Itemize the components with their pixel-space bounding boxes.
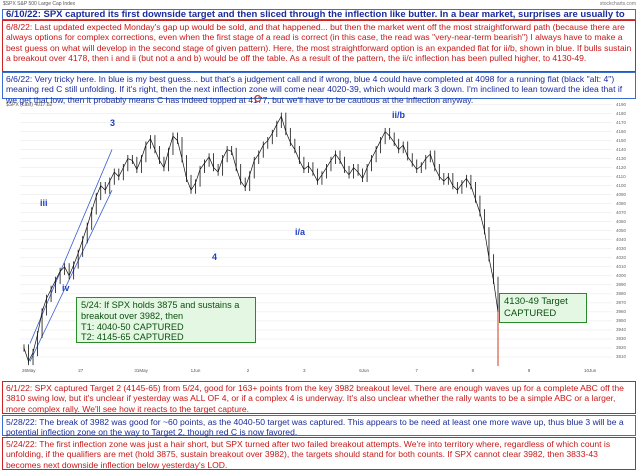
green-box-line1: 5/24: If SPX holds 3875 and sustains a [81,300,240,310]
note-6-8: 6/8/22: Last updated expected Monday's g… [2,20,636,72]
y-tick-label: 3940 [616,326,627,332]
note-6-10: 6/10/22: SPX captured its first downside… [2,9,636,30]
y-tick-label: 4050 [616,227,627,233]
wave-label-iv: iv [62,283,70,293]
wave-label-C: C [254,94,262,105]
note-6-6: 6/6/22: Very tricky here. In blue is my … [2,72,636,105]
y-axis: 4190 4180 4170 4160 4150 4140 4130 4120 4110 4100… [614,96,638,368]
y-tick-label: 3970 [616,299,627,305]
y-tick-label: 4170 [616,119,627,125]
y-tick-label: 3930 [616,335,627,341]
x-tick-label: 26May [22,368,36,373]
y-tick-label: 4080 [616,200,627,206]
chart-header: $SPX S&P 500 Large Cap Index [0,0,640,8]
y-tick-label: 4110 [616,173,626,179]
y-tick-label: 3960 [616,308,627,314]
x-tick-label: 27 [78,368,84,373]
wave-label-ia: i/a [295,227,306,237]
site-label: stockcharts.com [599,1,636,7]
trend-line-lower [29,189,113,362]
y-tick-label: 3950 [616,317,627,323]
y-tick-label: 4060 [616,218,627,224]
x-tick-label: 7 [415,368,418,373]
y-tick-label: 4090 [616,191,627,197]
note-5-24: 5/24/22: The first inflection zone was j… [2,437,636,470]
target-box-line1: 4130-49 Target [504,296,568,307]
note-6-1: 6/1/22: SPX captured Target 2 (4145-65) … [2,381,636,414]
note-5-28: 5/28/22: The break of 3982 was good for … [2,415,636,437]
y-tick-label: 4150 [616,137,627,143]
y-tick-label: 4040 [616,236,627,242]
inflection-target-box: 4130-49 Target CAPTURED [499,293,587,323]
wave-label-3: 3 [110,118,116,128]
x-tick-label: 8 [471,368,475,373]
price-bars [23,112,499,366]
y-tick-label: 3980 [616,290,627,296]
y-tick-label: 3920 [616,344,627,350]
x-tick-label: 3 [303,368,306,373]
target-2: T2: 4145-65 CAPTURED [81,332,184,343]
y-tick-label: 4030 [616,245,627,251]
wave-label-iii: iii [40,198,48,208]
x-tick-label: 31May [134,368,148,373]
y-tick-label: 3910 [616,353,627,359]
x-tick-label: 2 [246,368,250,373]
breakout-targets-box: 5/24: If SPX holds 3875 and sustains a b… [76,297,256,343]
y-tick-label: 4180 [616,110,627,116]
target-box-line2: CAPTURED [504,308,557,319]
trend-lines [29,149,113,362]
y-tick-label: 3990 [616,281,627,287]
y-tick-label: 4160 [616,128,627,134]
y-tick-label: 4190 [616,101,627,107]
y-tick-label: 4100 [616,182,627,188]
y-tick-label: 4130 [616,155,627,161]
ticker-label: $SPX S&P 500 Large Cap Index [3,1,76,7]
y-tick-label: 4010 [616,263,627,269]
y-tick-label: 4070 [616,209,627,215]
series-label: $SPX (Last) 4017.82 [6,102,52,108]
trend-line-upper [29,149,113,344]
x-tick-label: 6Jun [359,368,369,373]
price-line [23,115,499,363]
wave-label-iib: ii/b [392,110,405,120]
green-box-line2: breakout over 3982, then [81,310,184,321]
y-tick-label: 4120 [616,164,627,170]
y-tick-label: 4000 [616,272,627,278]
x-tick-label: 9 [527,368,531,373]
target-1: T1: 4040-50 CAPTURED [81,321,184,332]
wave-label-4: 4 [212,252,218,262]
x-tick-label: 1Jun [190,368,201,373]
y-tick-label: 4140 [616,146,627,152]
x-tick-label: 10Jun [584,368,597,373]
y-tick-label: 4020 [616,254,627,260]
